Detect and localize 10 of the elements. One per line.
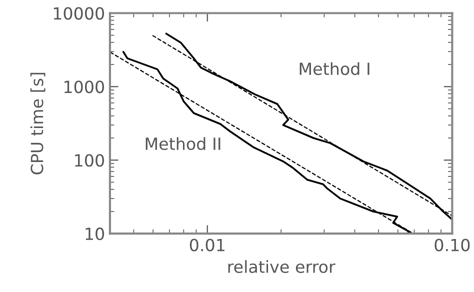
y-tick-label: 1000: [64, 80, 104, 94]
y-tick-label: 10000: [54, 7, 104, 20]
x-axis-title: relative error: [228, 260, 336, 274]
text: Method I: [300, 62, 370, 76]
x-tick-label: 0.10: [434, 238, 470, 252]
x-tick-label: 0.01: [190, 238, 224, 252]
y-tick-label: 100: [75, 154, 104, 167]
y-axis-title: CPU time [s]: [30, 72, 46, 174]
y-tick-label: 10: [86, 228, 104, 240]
series-label: Method II: [146, 137, 220, 150]
